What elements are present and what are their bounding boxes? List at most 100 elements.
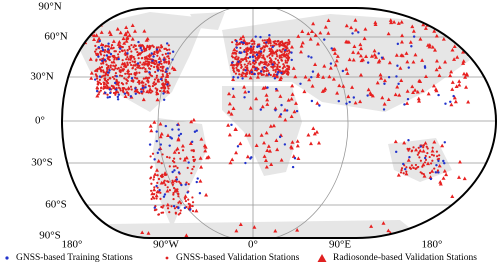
station bbox=[269, 44, 272, 47]
station bbox=[160, 44, 163, 47]
station bbox=[352, 44, 357, 48]
station bbox=[234, 52, 237, 55]
station bbox=[254, 96, 259, 101]
station bbox=[93, 78, 97, 81]
station bbox=[235, 58, 239, 61]
station bbox=[106, 56, 109, 60]
station bbox=[164, 124, 168, 128]
station bbox=[179, 202, 183, 205]
station bbox=[94, 44, 97, 47]
station bbox=[423, 74, 428, 79]
station bbox=[341, 69, 345, 73]
station bbox=[104, 91, 107, 95]
station bbox=[150, 197, 153, 201]
station bbox=[394, 53, 399, 57]
station bbox=[380, 95, 385, 100]
station bbox=[268, 54, 271, 57]
station bbox=[108, 55, 111, 58]
station bbox=[146, 79, 149, 82]
station bbox=[133, 29, 138, 33]
station bbox=[162, 75, 165, 78]
station bbox=[267, 63, 270, 66]
lat-label: 90°S bbox=[39, 230, 61, 242]
station bbox=[274, 74, 279, 79]
station bbox=[241, 59, 244, 62]
station bbox=[254, 61, 258, 64]
station bbox=[257, 73, 260, 76]
station bbox=[98, 81, 101, 84]
station bbox=[274, 57, 277, 60]
station bbox=[434, 88, 439, 93]
station bbox=[431, 159, 434, 162]
station bbox=[124, 65, 127, 69]
station bbox=[106, 96, 109, 99]
station bbox=[295, 227, 300, 232]
station bbox=[167, 55, 170, 58]
station bbox=[98, 75, 102, 78]
station bbox=[434, 67, 439, 72]
station bbox=[99, 58, 102, 61]
legend-label: GNSS-based Training Stations bbox=[16, 253, 133, 263]
station bbox=[162, 88, 167, 93]
station bbox=[231, 61, 234, 64]
station bbox=[125, 29, 130, 34]
station bbox=[106, 78, 110, 81]
station bbox=[287, 52, 290, 55]
station bbox=[245, 67, 249, 70]
station bbox=[450, 24, 455, 29]
station bbox=[260, 104, 265, 109]
station bbox=[240, 63, 243, 67]
station bbox=[143, 63, 146, 66]
station bbox=[166, 155, 169, 159]
station bbox=[315, 41, 320, 46]
station bbox=[94, 50, 97, 53]
station bbox=[349, 25, 354, 30]
station bbox=[230, 123, 233, 127]
station bbox=[195, 129, 198, 132]
station bbox=[248, 75, 253, 80]
station bbox=[232, 47, 237, 52]
station bbox=[172, 165, 175, 168]
station bbox=[230, 157, 235, 162]
station bbox=[172, 193, 175, 196]
station bbox=[255, 69, 259, 72]
station bbox=[148, 67, 152, 71]
lat-label: 60°S bbox=[45, 199, 67, 211]
station bbox=[159, 143, 163, 146]
station bbox=[399, 78, 404, 82]
station bbox=[137, 66, 140, 69]
station bbox=[414, 167, 417, 170]
station bbox=[177, 128, 180, 131]
station bbox=[124, 53, 127, 57]
station bbox=[141, 86, 144, 90]
station bbox=[105, 84, 108, 87]
station bbox=[97, 93, 100, 96]
station bbox=[421, 162, 426, 167]
station bbox=[424, 154, 427, 158]
station bbox=[454, 84, 459, 88]
station bbox=[437, 73, 442, 77]
station bbox=[139, 52, 143, 55]
legend-marker bbox=[317, 254, 327, 262]
station bbox=[285, 72, 289, 76]
station bbox=[420, 88, 425, 93]
station bbox=[423, 156, 427, 160]
station bbox=[461, 61, 466, 65]
station bbox=[277, 61, 280, 64]
station bbox=[152, 187, 157, 192]
station bbox=[161, 153, 164, 156]
station bbox=[99, 51, 102, 55]
station bbox=[105, 54, 109, 57]
station bbox=[352, 96, 356, 99]
station bbox=[272, 40, 275, 43]
station bbox=[261, 61, 264, 64]
station bbox=[259, 60, 262, 63]
station bbox=[183, 194, 188, 198]
station bbox=[422, 174, 427, 178]
station bbox=[243, 96, 246, 99]
lon-label: 90°W bbox=[153, 239, 179, 251]
station bbox=[113, 55, 116, 58]
station bbox=[374, 55, 379, 59]
station bbox=[170, 137, 174, 140]
station bbox=[274, 109, 277, 112]
